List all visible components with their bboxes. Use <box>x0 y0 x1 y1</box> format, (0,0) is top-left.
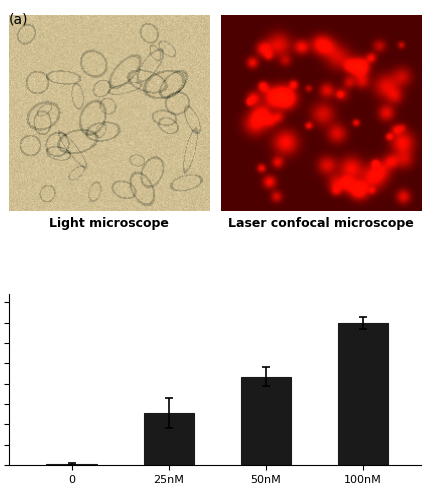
X-axis label: Laser confocal microscope: Laser confocal microscope <box>228 217 414 230</box>
Bar <box>144 413 194 465</box>
Text: (a): (a) <box>9 12 28 26</box>
Bar <box>338 322 388 465</box>
Bar <box>46 464 97 465</box>
X-axis label: Light microscope: Light microscope <box>49 217 169 230</box>
Bar <box>241 376 291 465</box>
